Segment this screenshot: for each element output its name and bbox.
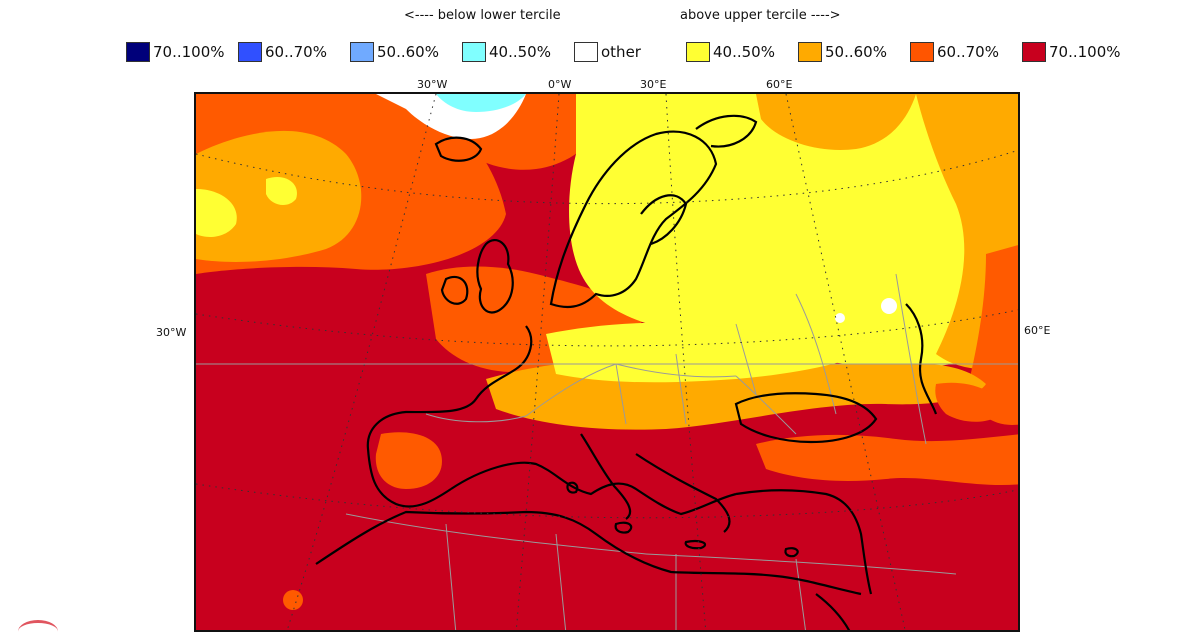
legend-label: 40..50% <box>713 43 775 61</box>
zone-russia-white-spot <box>881 298 897 314</box>
zone-caucasus-orange-red <box>935 382 1006 422</box>
corner-logo-fragment <box>18 620 58 643</box>
longitude-label-60e: 60°E <box>766 78 793 91</box>
country-border <box>425 413 527 423</box>
zone-russia-white-spot-2 <box>835 313 845 323</box>
legend-swatch <box>686 42 710 62</box>
forecast-map <box>194 92 1020 632</box>
longitude-label-0w: 0°W <box>548 78 572 91</box>
legend-item-other: other <box>574 40 641 64</box>
coastline-great-britain <box>476 239 514 314</box>
coastline-gulf-of-bothnia <box>640 194 688 246</box>
legend-swatch <box>238 42 262 62</box>
legend-item-above-40-50: 40..50% <box>686 40 775 64</box>
coastline-corsica <box>566 481 579 494</box>
country-border <box>795 293 837 415</box>
zone-north-russia-orange <box>756 94 916 150</box>
legend-swatch <box>574 42 598 62</box>
coastline-black-sea <box>734 392 878 444</box>
zone-scandinavia-russia-yellow <box>569 94 1018 368</box>
above-tercile-header: above upper tercile ----> <box>680 8 841 23</box>
legend-label: 50..60% <box>825 43 887 61</box>
country-border <box>615 363 627 425</box>
country-border <box>675 353 687 425</box>
map-svg <box>196 94 1018 630</box>
coastline-cyprus <box>784 547 799 558</box>
zone-iberia-orange <box>375 432 442 489</box>
legend-item-below-40-50: 40..50% <box>462 40 551 64</box>
legend-item-below-60-70: 60..70% <box>238 40 327 64</box>
zone-turkey-middle-east-orange-red <box>756 434 1018 486</box>
legend-swatch <box>126 42 150 62</box>
left-edge-label: 30°W <box>156 326 187 339</box>
country-border <box>555 533 567 630</box>
legend-label: other <box>601 43 641 61</box>
coastline-red-sea <box>815 593 851 630</box>
country-border <box>735 375 797 435</box>
country-border <box>895 273 927 445</box>
legend-label: 50..60% <box>377 43 439 61</box>
legend-swatch <box>462 42 486 62</box>
graticule-line <box>196 483 1018 519</box>
coastline-scandinavia <box>549 130 718 309</box>
coastline-sicily <box>614 521 633 534</box>
zone-arctic-cyan <box>436 94 526 112</box>
zone-north-atlantic-yellow-1 <box>196 189 237 237</box>
longitude-label-30e: 30°E <box>640 78 667 91</box>
country-border <box>795 558 806 630</box>
coastline-kola <box>695 114 758 148</box>
country-border <box>525 363 617 417</box>
country-border <box>615 363 737 378</box>
graticule <box>196 94 1018 630</box>
coastline-crete <box>684 540 707 550</box>
country-border <box>445 523 457 630</box>
country-border <box>645 553 957 575</box>
legend-swatch <box>1022 42 1046 62</box>
right-edge-label: 60°E <box>1024 324 1051 337</box>
coastline-italy <box>580 433 632 520</box>
coastlines <box>315 114 938 630</box>
longitude-label-30w: 30°W <box>417 78 448 91</box>
coastline-mediterranean-north <box>450 461 737 516</box>
legend-swatch <box>910 42 934 62</box>
coastline-turkey-levant <box>735 489 873 595</box>
coastline-caspian-sea <box>905 303 938 415</box>
graticule-line <box>196 309 1018 347</box>
legend-item-below-50-60: 50..60% <box>350 40 439 64</box>
legend-label: 70..100% <box>1049 43 1121 61</box>
legend-swatch <box>350 42 374 62</box>
legend-item-above-60-70: 60..70% <box>910 40 999 64</box>
legend-headers: <---- below lower tercile above upper te… <box>0 8 1200 28</box>
legend-item-below-70-100: 70..100% <box>126 40 225 64</box>
coastline-western-europe <box>366 325 533 508</box>
legend-label: 60..70% <box>937 43 999 61</box>
coastline-north-africa <box>315 510 862 596</box>
coastline-balkans-greece <box>635 453 731 533</box>
coastline-iceland <box>434 136 483 162</box>
legend-item-above-70-100: 70..100% <box>1022 40 1121 64</box>
legend-swatch <box>798 42 822 62</box>
legend-item-above-50-60: 50..60% <box>798 40 887 64</box>
country-border <box>735 323 757 395</box>
coastline-ireland <box>440 275 469 305</box>
below-tercile-header: <---- below lower tercile <box>404 8 561 23</box>
zone-north-atlantic-yellow-2 <box>266 176 297 206</box>
zone-atlantic-orange-spot <box>283 590 303 610</box>
country-borders <box>345 273 957 630</box>
legend-label: 70..100% <box>153 43 225 61</box>
graticule-line <box>196 149 1018 205</box>
legend-label: 60..70% <box>265 43 327 61</box>
legend-label: 40..50% <box>489 43 551 61</box>
